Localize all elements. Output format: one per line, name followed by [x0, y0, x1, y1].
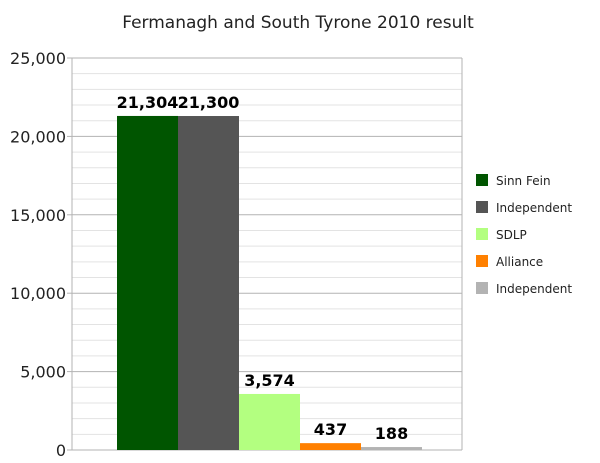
- legend-swatch: [476, 282, 488, 294]
- y-axis: 0 5,000 10,000 15,000 20,000 25,000: [10, 49, 72, 460]
- y-tick-label: 0: [56, 441, 66, 460]
- legend-label: Alliance: [496, 255, 543, 269]
- legend-label: Independent: [496, 201, 572, 215]
- data-labels: 21,304 21,300 3,574 437 188: [117, 93, 409, 443]
- data-label: 21,300: [178, 93, 240, 112]
- bar: [361, 447, 422, 450]
- data-label: 3,574: [244, 371, 295, 390]
- y-tick-label: 10,000: [10, 284, 66, 303]
- legend-swatch: [476, 228, 488, 240]
- chart-title: Fermanagh and South Tyrone 2010 result: [122, 13, 474, 33]
- y-tick-label: 25,000: [10, 49, 66, 68]
- bar: [300, 443, 361, 450]
- bars: [117, 115, 422, 451]
- data-label: 437: [314, 420, 347, 439]
- legend: Sinn Fein Independent SDLP Alliance Independ…: [476, 174, 572, 296]
- bar: [239, 393, 300, 450]
- y-tick-label: 15,000: [10, 206, 66, 225]
- bar: [178, 116, 239, 451]
- legend-swatch: [476, 255, 488, 267]
- y-tick-label: 20,000: [10, 127, 66, 146]
- bar: [117, 115, 178, 450]
- legend-label: SDLP: [496, 228, 527, 242]
- data-label: 188: [375, 424, 408, 443]
- legend-label: Sinn Fein: [496, 174, 551, 188]
- legend-label: Independent: [496, 282, 572, 296]
- legend-swatch: [476, 174, 488, 186]
- y-tick-label: 5,000: [20, 363, 66, 382]
- data-label: 21,304: [117, 93, 179, 112]
- legend-swatch: [476, 201, 488, 213]
